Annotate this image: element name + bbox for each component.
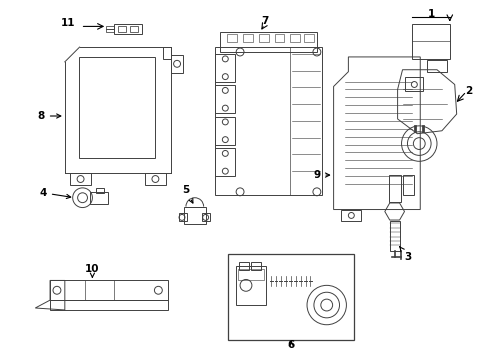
Text: 6: 6 bbox=[288, 341, 295, 350]
Bar bbox=[70, 173, 92, 185]
Bar bbox=[427, 60, 447, 72]
Bar bbox=[78, 57, 155, 158]
Text: 4: 4 bbox=[40, 188, 71, 198]
Bar bbox=[259, 34, 269, 42]
Text: 11: 11 bbox=[61, 18, 75, 28]
Bar bbox=[216, 47, 322, 195]
Bar bbox=[145, 173, 166, 185]
Bar bbox=[274, 34, 284, 42]
Text: 8: 8 bbox=[38, 111, 61, 121]
Bar bbox=[171, 55, 183, 73]
Bar bbox=[227, 34, 237, 42]
Bar bbox=[202, 213, 210, 221]
Text: 10: 10 bbox=[85, 264, 99, 277]
Text: 7: 7 bbox=[261, 15, 269, 26]
Bar bbox=[50, 300, 168, 310]
Bar bbox=[184, 207, 206, 224]
Bar bbox=[106, 26, 114, 32]
Bar bbox=[216, 54, 235, 82]
Bar bbox=[179, 213, 187, 221]
Bar bbox=[216, 117, 235, 145]
Bar bbox=[216, 148, 235, 176]
Bar bbox=[390, 221, 399, 251]
Bar bbox=[402, 175, 415, 195]
Bar bbox=[220, 32, 317, 52]
Bar bbox=[216, 85, 235, 113]
Bar bbox=[114, 24, 142, 34]
Bar bbox=[304, 34, 314, 42]
Bar bbox=[290, 34, 300, 42]
Text: 2: 2 bbox=[465, 86, 472, 96]
Bar bbox=[91, 192, 108, 204]
Bar bbox=[243, 34, 253, 42]
Bar bbox=[130, 26, 138, 32]
Bar bbox=[50, 280, 168, 300]
Bar bbox=[238, 269, 264, 280]
Bar bbox=[406, 77, 423, 91]
Bar bbox=[389, 175, 400, 202]
Text: 9: 9 bbox=[313, 170, 330, 180]
Bar bbox=[239, 262, 249, 270]
Bar bbox=[342, 210, 361, 221]
Bar bbox=[163, 47, 171, 59]
Bar bbox=[228, 254, 354, 341]
Bar bbox=[413, 24, 450, 59]
Bar bbox=[251, 262, 261, 270]
Text: 5: 5 bbox=[182, 185, 193, 203]
Bar bbox=[236, 266, 266, 305]
Text: 1: 1 bbox=[427, 9, 435, 19]
Text: 3: 3 bbox=[400, 247, 411, 262]
Bar bbox=[97, 188, 104, 193]
Bar bbox=[118, 26, 126, 32]
